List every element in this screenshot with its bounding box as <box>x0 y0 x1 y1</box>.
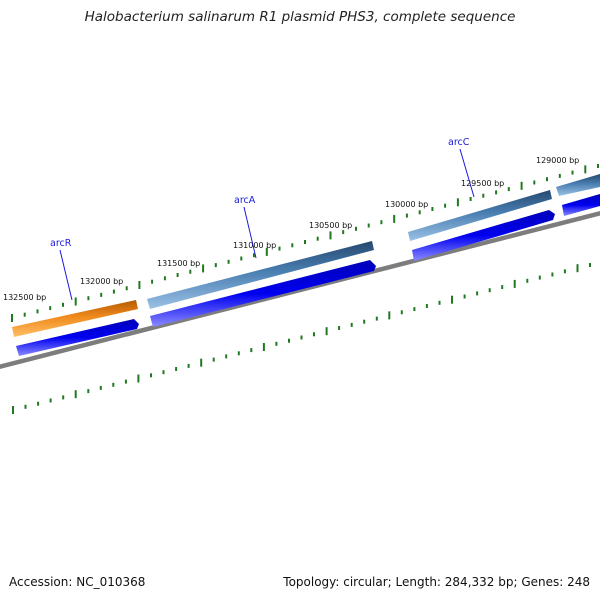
outer-tick-track <box>11 164 599 322</box>
cds-next-arrow[interactable] <box>562 194 600 216</box>
map-title: Halobacterium salinarum R1 plasmid PHS3,… <box>84 9 516 25</box>
ruler-label-130500: 130500 bp <box>309 221 352 230</box>
cds-arcR-arrow[interactable] <box>16 319 139 356</box>
ruler-label-132000: 132000 bp <box>80 277 123 286</box>
ruler-label-132500: 132500 bp <box>3 293 46 302</box>
inner-tick-track <box>12 263 591 414</box>
gene-arcR-label[interactable]: arcR <box>50 238 72 249</box>
gene-arcC-leader <box>459 148 475 198</box>
gene-arcC-label[interactable]: arcC <box>448 137 470 148</box>
gene-arcA-label[interactable]: arcA <box>234 195 256 206</box>
ruler-label-131000: 131000 bp <box>233 241 276 250</box>
cds-arcA-arrow[interactable] <box>150 260 376 327</box>
gene-next-feature[interactable] <box>556 174 600 196</box>
gene-arcR-leader <box>59 249 73 301</box>
gene-arcC-feature[interactable] <box>408 190 552 241</box>
ruler-label-130000: 130000 bp <box>385 200 428 209</box>
accession-text: Accession: NC_010368 <box>9 575 146 589</box>
ruler-label-131500: 131500 bp <box>157 259 200 268</box>
ruler-label-129000: 129000 bp <box>536 156 579 165</box>
ruler-label-129500: 129500 bp <box>461 179 504 188</box>
gene-arcA-leader <box>243 206 257 259</box>
gene-arcR-feature[interactable] <box>12 300 138 337</box>
cds-arcC-arrow[interactable] <box>412 210 555 261</box>
gene-arcA-feature[interactable] <box>147 241 374 309</box>
plasmid-backbone <box>0 210 600 370</box>
summary-text: Topology: circular; Length: 284,332 bp; … <box>283 575 590 589</box>
